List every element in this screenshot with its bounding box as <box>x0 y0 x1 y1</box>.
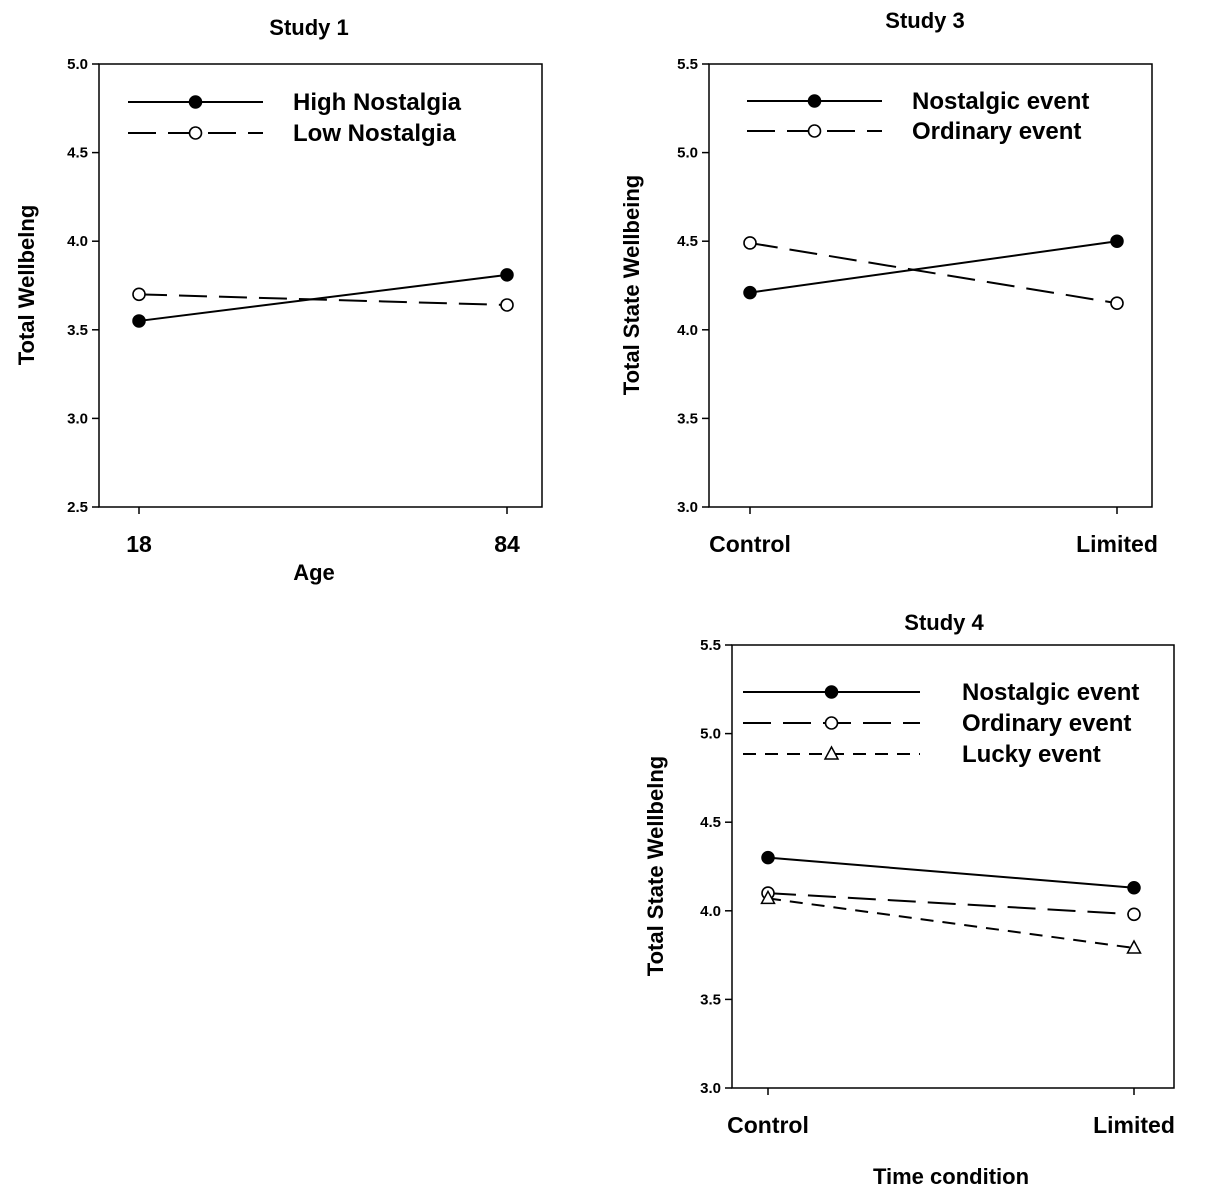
y-axis-label: Total State Wellbelng <box>643 756 668 976</box>
series-line <box>767 892 1135 916</box>
chart-title: Study 3 <box>885 8 964 33</box>
x-tick-label: Control <box>727 1112 809 1138</box>
series-nostalgic-event <box>761 850 1141 895</box>
y-tick-label: 5.0 <box>677 145 698 162</box>
x-tick-label: Limited <box>1093 1112 1175 1138</box>
y-tick-label: 5.0 <box>700 726 721 743</box>
y-tick-label: 4.0 <box>677 322 698 339</box>
y-tick-label: 5.5 <box>700 637 721 654</box>
plot-frame <box>731 644 1175 1089</box>
legend-label: Nostalgic event <box>962 679 1139 706</box>
x-tick-label: 18 <box>126 531 152 557</box>
y-tick-label: 5.0 <box>67 56 88 73</box>
data-point <box>132 314 146 328</box>
y-tick-label: 3.5 <box>700 991 721 1008</box>
y-tick-label: 3.5 <box>67 322 88 339</box>
legend-marker <box>188 126 203 140</box>
legend-label: Nostalgic event <box>912 88 1089 115</box>
x-axis-label: Age <box>293 560 335 585</box>
legend-entry: High Nostalgia <box>128 89 462 116</box>
data-point <box>500 268 514 282</box>
series-line <box>749 241 1118 305</box>
y-tick-label: 3.0 <box>677 499 698 516</box>
data-point <box>132 287 146 302</box>
data-point <box>1126 939 1142 954</box>
y-tick-label: 4.0 <box>700 903 721 920</box>
y-tick-label: 4.5 <box>677 233 698 250</box>
legend-marker <box>188 95 203 109</box>
y-axis-label: Total Wellbelng <box>14 205 39 366</box>
series-nostalgic-event <box>743 234 1124 300</box>
legend-marker <box>824 685 839 699</box>
chart-panel-1: Study 1 2.5 3.0 3.5 4.0 4.5 5.0 18 84 Age Total We… <box>14 15 543 585</box>
series-line <box>749 240 1118 294</box>
data-point <box>1110 234 1124 248</box>
x-tick-label: Limited <box>1076 531 1158 557</box>
chart-title: Study 1 <box>269 15 348 40</box>
legend-label: High Nostalgia <box>293 89 462 116</box>
y-tick-label: 5.5 <box>677 56 698 73</box>
plot-frame <box>708 63 1153 508</box>
legend-label: Low Nostalgia <box>293 120 456 147</box>
data-point <box>743 236 757 250</box>
series-lucky-event <box>760 889 1142 954</box>
series-ordinary-event <box>761 886 1141 922</box>
legend-entry: Nostalgic event <box>747 88 1089 115</box>
series-line <box>138 273 508 322</box>
series-line <box>138 293 508 306</box>
y-tick-label: 4.5 <box>67 145 88 162</box>
series-low-nostalgia <box>132 287 514 312</box>
y-tick-label: 3.0 <box>700 1080 721 1097</box>
y-tick-label: 4.0 <box>67 233 88 250</box>
series-line <box>767 856 1135 889</box>
series-line <box>767 897 1135 950</box>
legend-entry: Ordinary event <box>747 118 1081 145</box>
x-axis-label: Time condition <box>873 1164 1029 1189</box>
y-tick-label: 4.5 <box>700 814 721 831</box>
x-tick-label: 84 <box>494 531 520 557</box>
data-point <box>1110 296 1124 311</box>
legend-marker <box>807 94 822 108</box>
legend-marker <box>807 124 822 138</box>
chart-panel-2: Study 3 3.0 3.5 4.0 4.5 5.0 5.5 Control Limited T… <box>619 8 1158 557</box>
data-point <box>1127 907 1141 922</box>
y-axis-label: Total State Wellbeing <box>619 175 644 395</box>
legend-label: Ordinary event <box>912 118 1081 145</box>
data-point <box>761 850 775 865</box>
y-tick-label: 3.0 <box>67 410 88 427</box>
legend-entry: Lucky event <box>743 741 1101 768</box>
legend-label: Ordinary event <box>962 710 1131 737</box>
data-point <box>760 889 776 905</box>
series-high-nostalgia <box>132 268 514 328</box>
legend-entry: Nostalgic event <box>743 679 1139 706</box>
y-tick-label: 3.5 <box>677 410 698 427</box>
legend-entry: Ordinary event <box>743 710 1131 737</box>
y-tick-label: 2.5 <box>67 499 88 516</box>
chart-panel-3: Study 4 3.0 3.5 4.0 4.5 5.0 5.5 Control Limited T… <box>643 610 1175 1189</box>
data-point <box>500 298 514 312</box>
legend-marker <box>823 745 840 760</box>
legend-marker <box>824 716 839 730</box>
data-point <box>743 285 757 300</box>
plot-frame <box>98 63 543 508</box>
legend-entry: Low Nostalgia <box>128 120 456 147</box>
x-tick-label: Control <box>709 531 791 557</box>
series-ordinary-event <box>743 236 1124 311</box>
legend-label: Lucky event <box>962 741 1101 768</box>
chart-title: Study 4 <box>904 610 984 635</box>
data-point <box>1127 881 1141 895</box>
